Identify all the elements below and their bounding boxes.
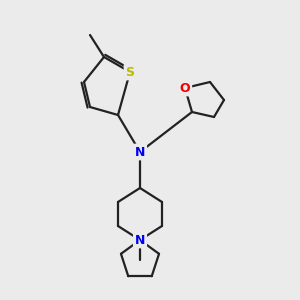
Text: N: N (135, 146, 145, 158)
Text: O: O (180, 82, 190, 94)
Text: N: N (135, 233, 145, 247)
Text: S: S (125, 65, 134, 79)
